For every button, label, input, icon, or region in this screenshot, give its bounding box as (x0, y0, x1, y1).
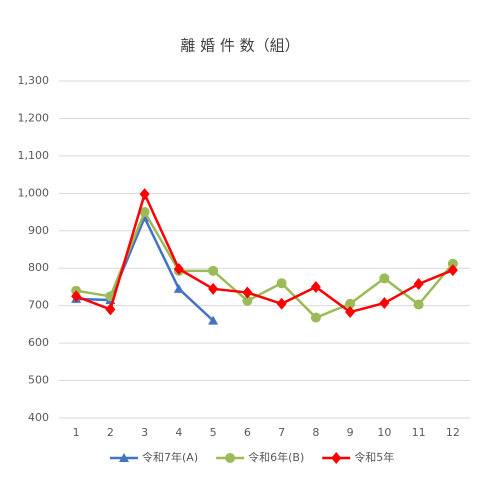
y-tick-label: 1,300 (18, 74, 50, 87)
x-tick-label: 3 (141, 426, 148, 439)
x-tick-label: 7 (278, 426, 285, 439)
marker (173, 283, 184, 293)
x-tick-label: 9 (347, 426, 354, 439)
x-tick-label: 6 (244, 426, 251, 439)
marker (379, 297, 390, 310)
marker (208, 315, 219, 325)
legend-marker (225, 453, 236, 463)
marker (447, 264, 458, 277)
x-tick-label: 1 (73, 426, 80, 439)
marker (71, 290, 82, 303)
y-tick-label: 1,100 (18, 149, 50, 162)
marker (139, 207, 150, 218)
marker (276, 278, 287, 289)
y-tick-label: 900 (28, 224, 49, 237)
series-line (75, 209, 454, 320)
x-tick-label: 2 (107, 426, 114, 439)
x-tick-label: 8 (312, 426, 319, 439)
marker (345, 298, 356, 309)
series-line (75, 190, 454, 314)
x-tick-label: 4 (175, 426, 182, 439)
marker (208, 282, 219, 295)
marker (413, 277, 424, 290)
marker (310, 312, 321, 323)
legend-marker (331, 452, 342, 464)
x-tick-label: 10 (377, 426, 391, 439)
y-tick-label: 800 (28, 261, 49, 274)
marker (413, 299, 424, 310)
marker (310, 280, 321, 293)
marker (379, 273, 390, 284)
y-tick-label: 1,200 (18, 111, 50, 124)
y-tick-label: 400 (28, 411, 49, 424)
legend-label: 令和6年(B) (248, 450, 304, 464)
x-tick-label: 5 (210, 426, 217, 439)
marker (276, 297, 287, 310)
legend-marker (119, 453, 129, 462)
x-tick-label: 11 (412, 426, 426, 439)
marker (447, 258, 458, 269)
marker (242, 286, 253, 299)
marker (345, 306, 356, 319)
marker (242, 295, 253, 306)
x-tick-label: 12 (446, 426, 460, 439)
marker (105, 303, 116, 316)
marker (208, 265, 219, 276)
legend-label: 令和7年(A) (142, 450, 198, 464)
y-tick-label: 1,000 (18, 186, 50, 199)
chart-title: 離 婚 件 数（組） (180, 37, 299, 55)
y-tick-label: 600 (28, 336, 49, 349)
y-tick-label: 500 (28, 374, 49, 387)
y-tick-label: 700 (28, 299, 49, 312)
marker (139, 188, 150, 201)
legend-label: 令和5年 (354, 450, 394, 464)
marker (173, 262, 184, 275)
